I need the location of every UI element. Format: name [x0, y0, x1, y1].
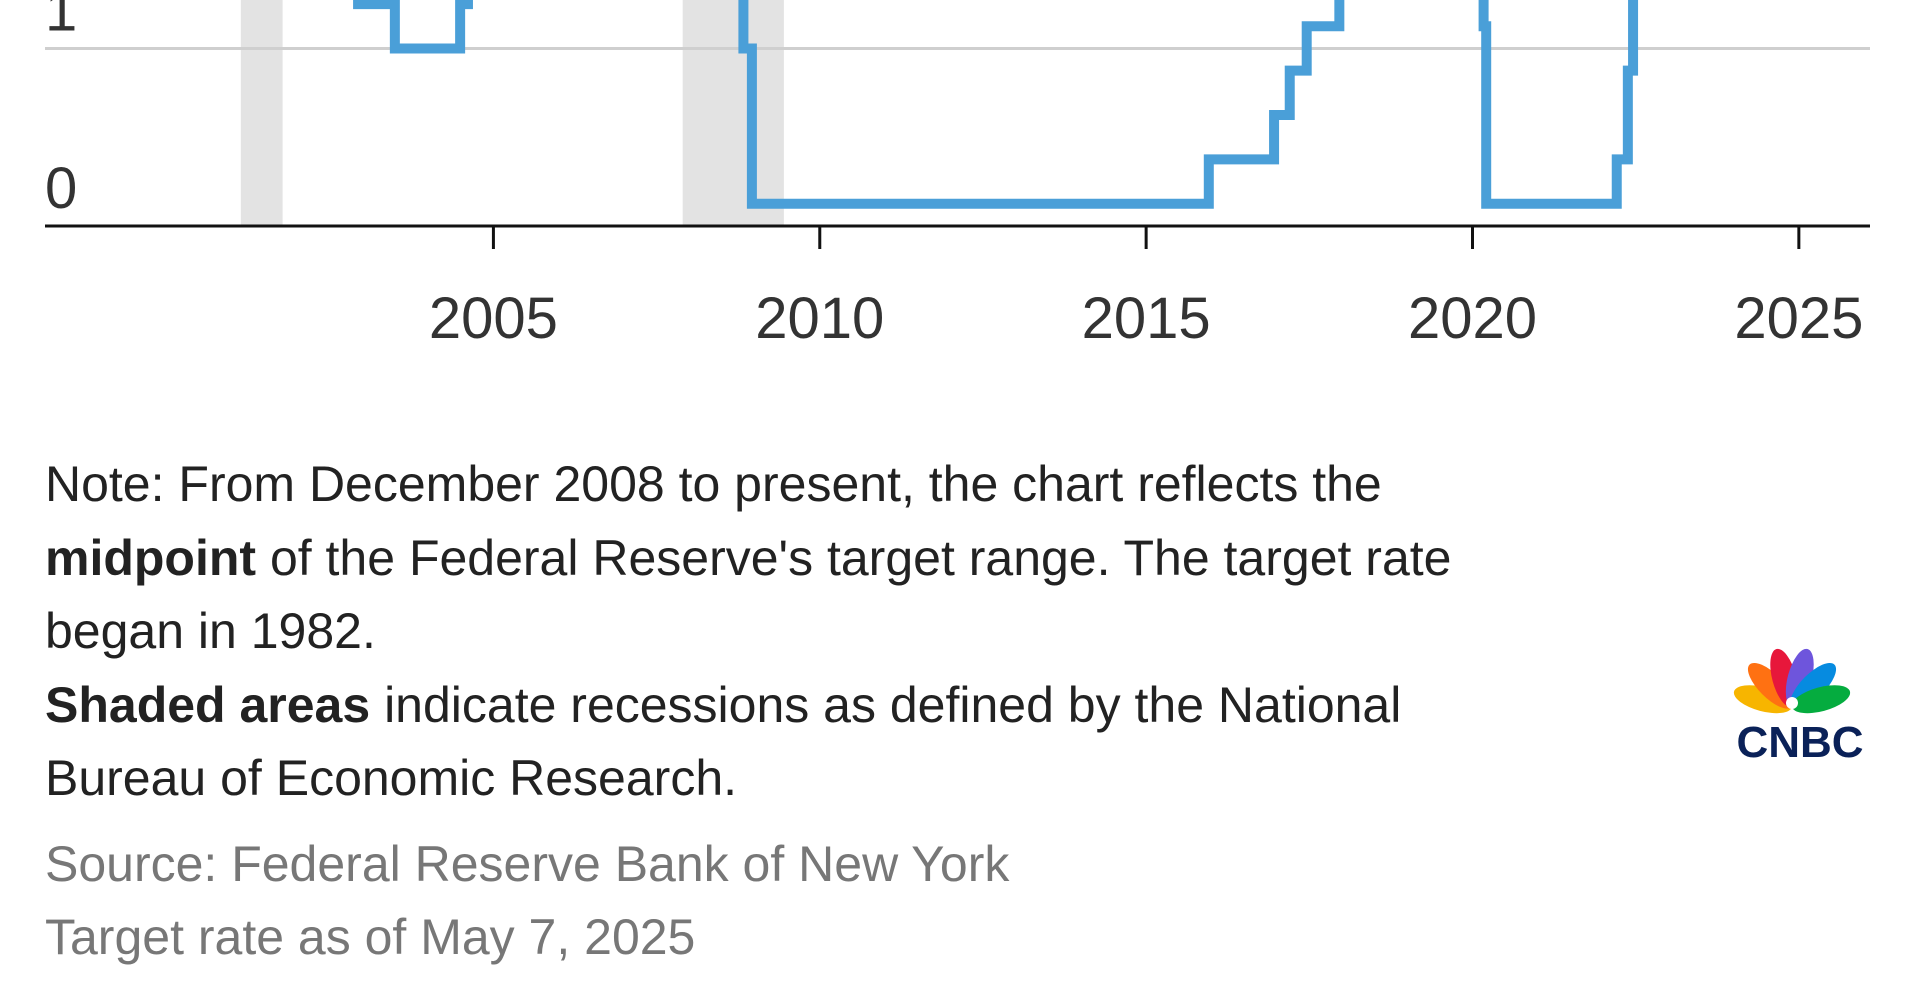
x-tick-label: 2020: [1408, 286, 1537, 351]
note-bold: midpoint: [45, 529, 257, 586]
note-line: began in 1982.: [45, 595, 1745, 669]
x-tick-label: 2010: [755, 286, 884, 351]
peacock: [1733, 648, 1851, 714]
y-tick-label: 1: [45, 0, 77, 43]
note-text: of the Federal Reserve's target range. T…: [256, 529, 1452, 586]
note-bold: Shaded areas: [45, 676, 371, 733]
note-text: indicate recessions as defined by the Na…: [370, 676, 1402, 733]
note-text: Bureau of Economic Research.: [45, 750, 738, 806]
spacer: [45, 816, 1745, 828]
recession-shade: [682, 0, 784, 226]
source: Source: Federal Reserve Bank of New York: [45, 835, 1010, 892]
rate-line: [353, 0, 1639, 209]
y-tick-label: 0: [45, 156, 77, 221]
x-tick-label: 2025: [1734, 286, 1863, 351]
logo-text: CNBC: [1736, 718, 1863, 765]
note-text: began in 1982.: [45, 603, 376, 659]
note-line: Shaded areas indicate recessions as defi…: [45, 669, 1745, 743]
note-line: Note: From December 2008 to present, the…: [45, 448, 1745, 522]
recession-shade: [240, 0, 283, 226]
x-tick-label: 2005: [429, 286, 558, 351]
as-of: Target rate as of May 7, 2025: [45, 909, 696, 965]
note-line: midpoint of the Federal Reserve's target…: [45, 522, 1745, 596]
note-line: Bureau of Economic Research.: [45, 742, 1745, 816]
notes: Note: From December 2008 to present, the…: [45, 448, 1745, 975]
chart: 0 1 2005 2010 2015 2020 2025: [45, 0, 1870, 351]
series: [353, 0, 1639, 209]
x-tick-label: 2015: [1082, 286, 1211, 351]
logo: CNBC: [1733, 648, 1864, 765]
note-text: Note: From December 2008 to present, the…: [45, 456, 1382, 512]
